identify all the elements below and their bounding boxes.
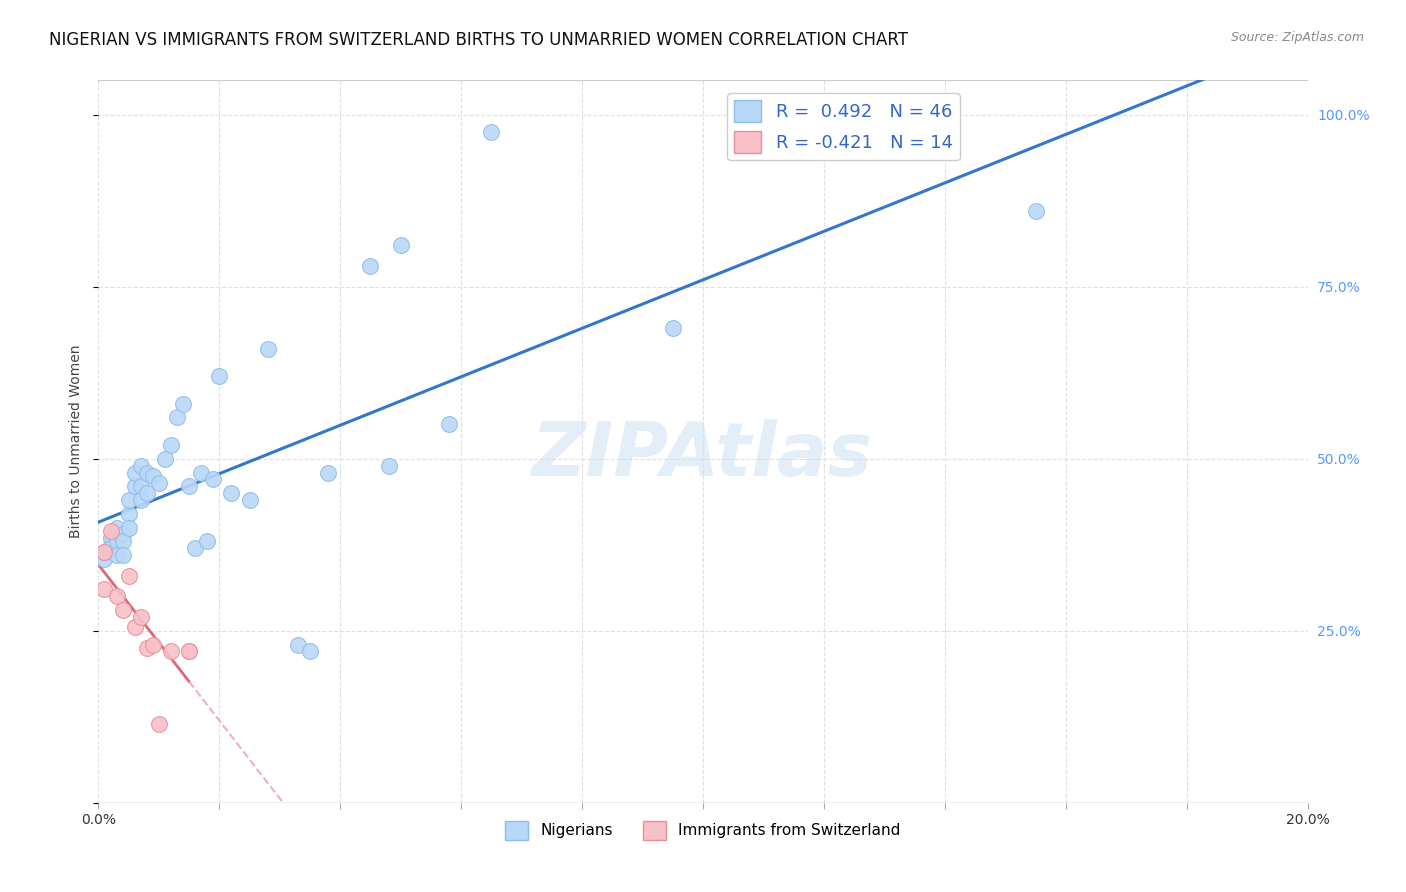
Point xyxy=(179,644,201,658)
Point xyxy=(153,451,176,466)
Point xyxy=(135,466,157,480)
Point xyxy=(239,493,262,508)
Point xyxy=(111,603,134,617)
Point xyxy=(172,397,194,411)
Point xyxy=(142,638,165,652)
Legend: Nigerians, Immigrants from Switzerland: Nigerians, Immigrants from Switzerland xyxy=(499,815,907,846)
Y-axis label: Births to Unmarried Women: Births to Unmarried Women xyxy=(69,345,83,538)
Point xyxy=(118,568,141,582)
Point xyxy=(208,369,231,384)
Point xyxy=(160,644,183,658)
Point xyxy=(118,520,141,534)
Point xyxy=(93,582,115,597)
Point xyxy=(129,479,152,493)
Point xyxy=(437,417,460,432)
Point xyxy=(160,438,183,452)
Point xyxy=(100,524,122,538)
Point xyxy=(1024,204,1046,219)
Point xyxy=(135,486,157,500)
Point xyxy=(105,548,128,562)
Point xyxy=(118,493,141,508)
Point xyxy=(256,342,278,356)
Point xyxy=(221,486,243,500)
Point xyxy=(360,259,382,273)
Point xyxy=(148,475,170,490)
Point xyxy=(105,590,128,604)
Point xyxy=(377,458,399,473)
Point xyxy=(129,458,152,473)
Point xyxy=(195,534,218,549)
Point xyxy=(148,716,170,731)
Point xyxy=(166,410,188,425)
Point xyxy=(93,544,115,558)
Point xyxy=(111,548,134,562)
Point xyxy=(129,493,152,508)
Point xyxy=(316,466,339,480)
Point xyxy=(111,534,134,549)
Point xyxy=(111,527,134,541)
Point xyxy=(389,238,412,252)
Point xyxy=(100,538,122,552)
Point xyxy=(287,638,309,652)
Point xyxy=(124,466,146,480)
Point xyxy=(661,321,683,335)
Point xyxy=(190,466,212,480)
Text: NIGERIAN VS IMMIGRANTS FROM SWITZERLAND BIRTHS TO UNMARRIED WOMEN CORRELATION CH: NIGERIAN VS IMMIGRANTS FROM SWITZERLAND … xyxy=(49,31,908,49)
Point xyxy=(105,534,128,549)
Point xyxy=(100,541,122,556)
Point xyxy=(299,644,322,658)
Point xyxy=(124,620,146,634)
Point xyxy=(93,551,115,566)
Point xyxy=(93,544,115,558)
Point xyxy=(481,125,503,139)
Point xyxy=(179,479,201,493)
Point xyxy=(124,479,146,493)
Point xyxy=(179,644,201,658)
Point xyxy=(135,640,157,655)
Point xyxy=(202,472,225,486)
Point xyxy=(118,507,141,521)
Text: ZIPAtlas: ZIPAtlas xyxy=(533,419,873,492)
Point xyxy=(100,531,122,545)
Point xyxy=(105,520,128,534)
Point xyxy=(184,541,207,556)
Point xyxy=(142,469,165,483)
Point xyxy=(129,610,152,624)
Text: Source: ZipAtlas.com: Source: ZipAtlas.com xyxy=(1230,31,1364,45)
